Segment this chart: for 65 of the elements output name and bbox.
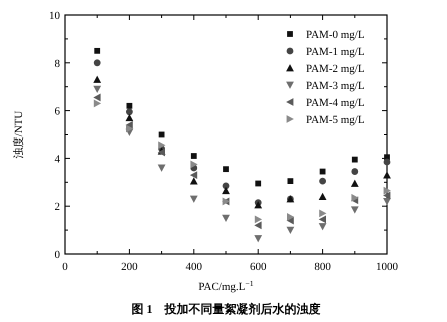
- x-tick-label: 1000: [376, 261, 398, 273]
- point: [320, 168, 326, 174]
- point: [93, 76, 102, 83]
- y-tick-label: 4: [54, 153, 60, 166]
- x-tick-label: 200: [121, 261, 138, 273]
- point: [223, 166, 229, 172]
- point: [287, 213, 294, 221]
- point: [94, 59, 101, 66]
- legend-label: PAM-4 mg/L: [306, 97, 365, 109]
- point: [254, 235, 262, 242]
- point: [254, 215, 262, 224]
- point: [350, 206, 359, 214]
- point: [126, 102, 132, 109]
- legend-label: PAM-0 mg/L: [306, 29, 365, 41]
- point: [255, 180, 262, 186]
- point: [288, 178, 294, 184]
- y-tick-label: 8: [54, 58, 60, 70]
- point: [222, 214, 230, 222]
- point: [384, 158, 390, 166]
- point: [351, 168, 358, 175]
- point: [126, 108, 133, 116]
- y-tick-label: 0: [54, 249, 60, 261]
- caption: 图 1 投加不同量絮凝剂后水的浊度: [132, 302, 320, 316]
- point: [352, 156, 358, 162]
- y-tick-label: 10: [49, 10, 60, 22]
- point: [126, 124, 134, 132]
- point: [190, 177, 198, 185]
- x-tick-label: 400: [186, 261, 203, 273]
- point: [222, 186, 230, 194]
- y-axis-title: 浊度/NTU: [12, 110, 25, 158]
- y-tick-label: 2: [54, 201, 60, 214]
- point: [126, 114, 134, 122]
- legend-label: PAM-5 mg/L: [306, 114, 365, 126]
- point: [318, 192, 326, 200]
- legend-label: PAM-2 mg/L: [306, 63, 365, 75]
- point: [190, 171, 198, 180]
- point: [350, 180, 359, 187]
- point: [318, 215, 326, 224]
- point: [318, 223, 326, 230]
- x-tick-label: 800: [314, 261, 332, 273]
- point: [319, 178, 326, 185]
- x-tick-label: 0: [62, 261, 68, 273]
- legend-label: PAM-1 mg/L: [306, 46, 365, 58]
- point: [383, 171, 391, 179]
- point: [190, 153, 197, 159]
- point: [286, 226, 294, 234]
- point: [190, 160, 198, 168]
- point: [93, 86, 102, 93]
- point: [94, 48, 100, 54]
- point: [384, 186, 391, 195]
- point: [158, 164, 166, 172]
- x-axis-title: PAC/mg.L$^{−1}$: [198, 278, 254, 293]
- point: [351, 194, 359, 202]
- legend-label: PAM-3 mg/L: [306, 80, 365, 92]
- point: [94, 100, 102, 108]
- point: [93, 94, 101, 102]
- point: [383, 192, 390, 200]
- x-tick-label: 600: [250, 261, 267, 273]
- point: [158, 141, 166, 150]
- point: [319, 209, 326, 218]
- y-tick-label: 6: [54, 106, 60, 118]
- point: [383, 198, 391, 206]
- point: [254, 221, 262, 230]
- point: [190, 196, 198, 203]
- point: [158, 132, 164, 138]
